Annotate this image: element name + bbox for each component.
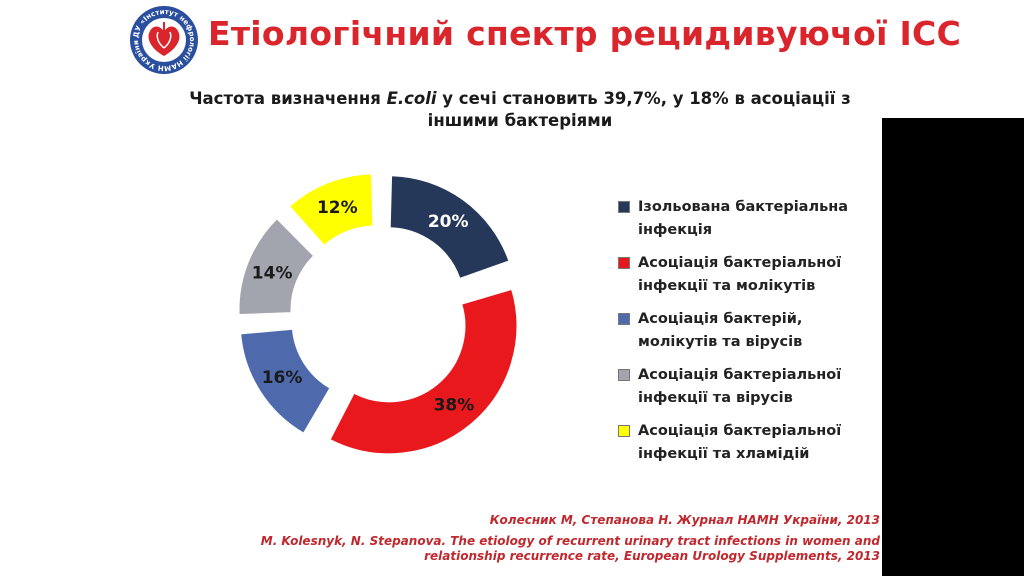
legend-label: Асоціація бактеріальної інфекції та хлам… [638, 423, 842, 462]
donut-chart: 20% 38% 16% 14% 12% [238, 173, 518, 455]
legend-label: Ізольована бактеріальна інфекція [638, 199, 849, 238]
slide-subtitle: Частота визначення E.coli у сечі станови… [160, 88, 880, 132]
donut-slice [329, 288, 518, 455]
legend-label: Асоціація бактеріальної інфекції та віру… [638, 367, 842, 406]
legend-item-chlamydia: Асоціація бактеріальної інфекції та хлам… [618, 420, 878, 465]
slice-value-label: 14% [252, 263, 293, 283]
institute-logo: ДУ «Інститут нефрології НАМН України» [126, 0, 200, 76]
chart-legend: Ізольована бактеріальна інфекція Асоціац… [618, 196, 878, 476]
subtitle-text-before: Частота визначення [189, 89, 387, 108]
subtitle-ecoli: E.coli [386, 89, 437, 108]
legend-swatch [618, 313, 630, 325]
legend-item-mollicutes-viruses: Асоціація бактерій, молікутів та вірусів [618, 308, 878, 353]
legend-swatch [618, 201, 630, 213]
slice-value-label: 38% [434, 395, 475, 415]
right-side-bar-top-gap [882, 0, 1024, 118]
slice-value-label: 20% [428, 212, 469, 232]
legend-item-mollicutes: Асоціація бактеріальної інфекції та молі… [618, 252, 878, 297]
slice-value-label: 16% [262, 368, 303, 388]
slice-value-label: 12% [317, 198, 358, 218]
reference-english: M. Kolesnyk, N. Stepanova. The etiology … [260, 534, 880, 563]
legend-swatch [618, 369, 630, 381]
donut-slice [389, 175, 510, 279]
slide-title: Етіологічний спектр рецидивуючої ІСС [208, 14, 962, 53]
donut-slice [238, 218, 315, 316]
legend-item-viruses: Асоціація бактеріальної інфекції та віру… [618, 364, 878, 409]
legend-label: Асоціація бактерій, молікутів та вірусів [638, 311, 803, 350]
kidney-heart-emblem-icon [148, 22, 180, 56]
legend-item-isolated: Ізольована бактеріальна інфекція [618, 196, 878, 241]
legend-swatch [618, 257, 630, 269]
subtitle-text-after: у сечі становить 39,7%, у 18% в асоціаці… [427, 89, 851, 130]
legend-swatch [618, 425, 630, 437]
donut-slice [288, 173, 374, 246]
legend-label: Асоціація бактеріальної інфекції та молі… [638, 255, 842, 294]
right-side-bar [882, 0, 1024, 576]
reference-ukrainian: Колесник М, Степанова Н. Журнал НАМН Укр… [489, 513, 880, 527]
donut-slice [240, 328, 331, 434]
